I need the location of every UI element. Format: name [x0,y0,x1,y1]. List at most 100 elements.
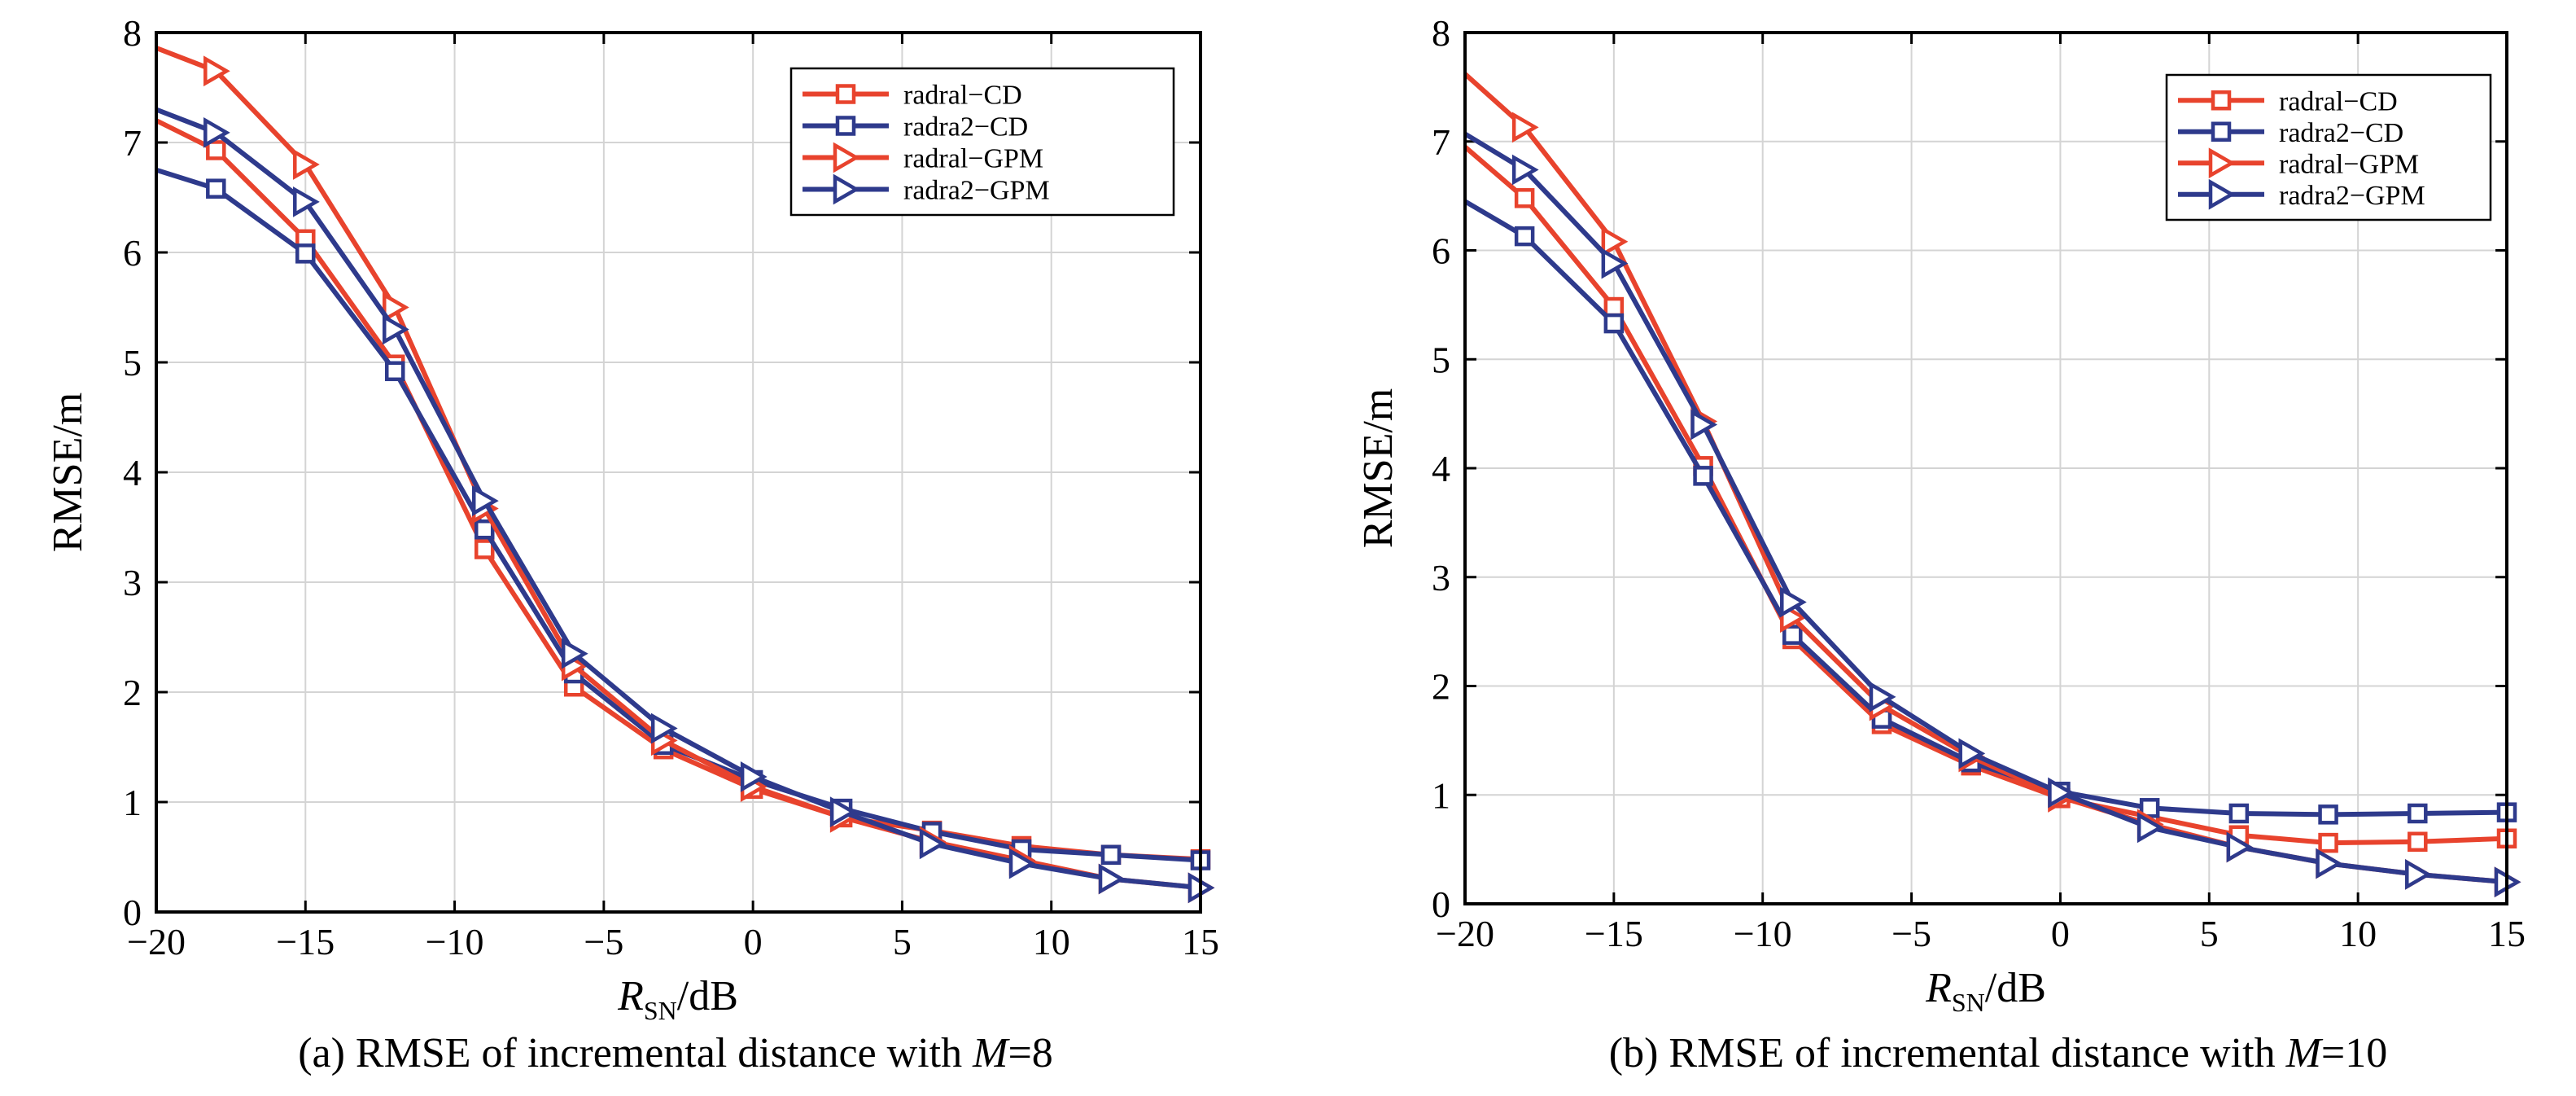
legend-marker [835,84,856,104]
data-point [295,243,316,264]
data-point [383,313,409,345]
data-point [2318,832,2338,853]
legend-marker [2211,90,2232,111]
data-point [2408,803,2428,824]
x-tick-label: −5 [584,921,623,962]
caption-value: =8 [1008,1030,1052,1076]
data-point [293,186,320,217]
chart-panel-a: −20 −15 −10 −5 0 5 10 15 0 1 2 3 4 5 6 7 8 RMSE/m RSN/dB (a… [45,12,1219,1076]
y-tick-label: 2 [1432,666,1450,708]
data-point [1008,848,1036,879]
data-point [1603,296,1625,318]
legend-marker [2208,147,2236,179]
y-tick-label: 0 [123,892,142,933]
y-tick-label: 6 [123,232,142,274]
legend-item-2: radral−GPM [803,142,1043,174]
legend-label: radra2−GPM [903,176,1050,206]
legend-item-1: radra2−CD [2178,118,2403,148]
series-layer [1465,72,2521,898]
x-tick-label: 5 [2200,913,2219,954]
x-tick-label: −15 [1585,913,1643,954]
y-tick-label: 7 [123,122,142,164]
x-tick-label: −20 [127,921,186,962]
x-tick-label: 15 [1182,921,1219,962]
legend-label: radra2−GPM [2279,181,2425,211]
data-point [474,539,495,559]
legend-marker [835,116,856,136]
x-tick-label: 15 [2488,913,2526,954]
data-point [1693,466,1713,486]
series-3 [1465,131,2521,898]
legend-item-3: radra2−GPM [803,173,1050,206]
plot-frame [155,31,1202,914]
legend-item-1: radra2−CD [803,112,1028,142]
x-tick-label: −10 [1734,913,1792,954]
x-tick-label: −20 [1436,913,1494,954]
legend-marker [2208,178,2236,210]
y-tick-label: 3 [1432,557,1450,598]
y-tick-label: 5 [1432,339,1450,380]
y-tick-label: 6 [1432,230,1450,272]
y-tick-label: 1 [1432,774,1450,816]
series-line [156,107,1201,891]
x-axis-label-subscript: SN [644,996,677,1025]
data-point [1511,112,1539,143]
caption-text: (b) RMSE of incremental distance with [1609,1030,2286,1076]
plot-frame [1463,31,2508,905]
data-point [1514,188,1535,208]
data-point [829,796,857,828]
data-point [1780,586,1807,618]
panel-caption: (a) RMSE of incremental distance with M=… [298,1030,1053,1076]
data-point [919,828,947,860]
x-axis-label-subscript: SN [1952,988,1985,1017]
legend-label: radra2−CD [2279,118,2403,148]
x-tick-label: 0 [2051,913,2070,954]
x-axis-label-symbol: R [1925,965,1952,1011]
legend-item-2: radral−GPM [2178,147,2419,179]
x-tick-label: 10 [1033,921,1070,962]
data-point [1958,738,1986,769]
x-axis-label-symbol: R [617,973,644,1019]
data-point [206,140,226,160]
caption-variable: M [2285,1030,2324,1076]
data-point [650,712,678,744]
chart-panel-b: −20 −15 −10 −5 0 5 10 15 0 1 2 3 4 5 6 7 8 RMSE/m RSN/dB (b… [1355,12,2526,1076]
y-tick-label: 8 [123,12,142,54]
data-point [474,519,495,540]
y-tick-label: 8 [1432,12,1450,54]
data-point [1603,313,1625,334]
x-tick-label: −10 [426,921,484,962]
data-point [206,178,226,199]
tick-labels: −20 −15 −10 −5 0 5 10 15 0 1 2 3 4 5 6 7 8 [123,12,1219,962]
legend-item-0: radral−CD [2178,86,2398,116]
y-axis-label: RMSE/m [45,392,91,553]
legend-marker [833,142,860,173]
caption-value: =10 [2321,1030,2387,1076]
panel-caption: (b) RMSE of incremental distance with M=… [1609,1030,2387,1076]
legend-label: radral−GPM [903,144,1043,174]
y-tick-label: 3 [123,562,142,603]
y-tick-label: 4 [1432,448,1450,489]
data-point [1601,248,1629,279]
x-axis-label-unit: /dB [677,973,738,1019]
legend-item-3: radra2−GPM [2178,178,2425,211]
y-tick-label: 1 [123,782,142,823]
data-point [471,485,499,516]
data-point [203,55,230,87]
y-tick-label: 7 [1432,121,1450,163]
series-layer [156,46,1215,904]
caption-text: (a) RMSE of incremental distance with [298,1030,973,1076]
data-point [1869,681,1896,712]
tick-labels: −20 −15 −10 −5 0 5 10 15 0 1 2 3 4 5 6 7 8 [1432,12,2526,954]
y-tick-label: 0 [1432,883,1450,925]
data-point [1782,625,1803,645]
data-point [383,292,409,323]
y-tick-label: 5 [123,342,142,384]
data-point [2405,858,2432,890]
legend-label: radral−GPM [2279,149,2419,179]
x-tick-label: 10 [2339,913,2377,954]
y-tick-label: 2 [123,672,142,713]
data-point [2226,831,2254,863]
